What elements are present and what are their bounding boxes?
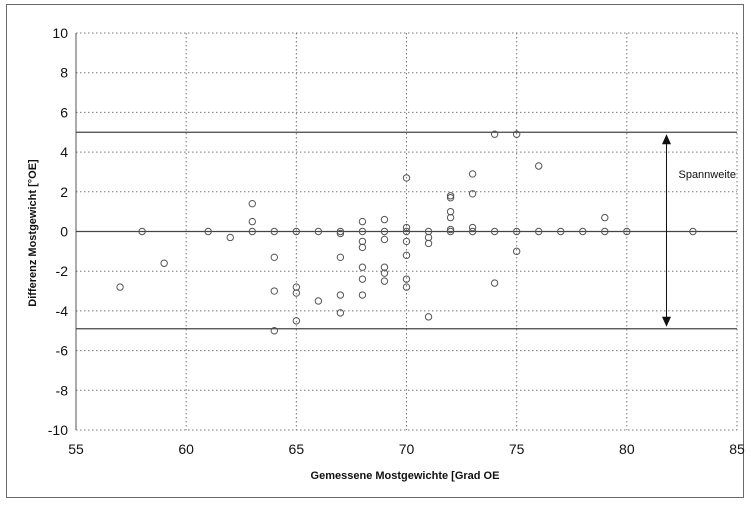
data-point (138, 227, 146, 236)
data-point (358, 227, 367, 236)
data-point (248, 200, 256, 208)
x-tick-label: 55 (68, 441, 84, 457)
data-point (535, 162, 543, 170)
y-tick-label: -10 (48, 422, 68, 438)
data-point (270, 227, 278, 236)
data-point (689, 227, 697, 236)
x-tick-label: 60 (178, 441, 194, 457)
data-point (336, 291, 345, 299)
x-tick-label: 85 (729, 441, 745, 457)
data-point (226, 233, 234, 242)
x-tick-labels: 55 60 65 70 75 80 85 (68, 441, 745, 457)
data-point (204, 227, 212, 236)
arrow-head-down (661, 316, 671, 327)
data-point (380, 215, 389, 224)
data-point (468, 227, 477, 236)
data-point (358, 275, 367, 283)
data-point (424, 313, 433, 321)
data-point (292, 227, 301, 236)
data-point (248, 217, 256, 226)
data-point (402, 283, 411, 291)
data-point (314, 297, 323, 305)
data-point (358, 217, 367, 226)
data-point (248, 227, 256, 236)
y-tick-label: 0 (60, 224, 68, 240)
data-point (468, 170, 477, 178)
y-tick-labels: 10 8 6 4 2 0 -2 -4 -6 -8 -10 (48, 25, 68, 438)
y-axis-title: Differenz Mostgewicht [°OE] (27, 159, 39, 307)
data-point (270, 287, 278, 295)
data-point (358, 243, 367, 252)
y-tick-label: -8 (56, 382, 69, 398)
spannweite-label: Spannweite (678, 169, 736, 181)
chart-frame (6, 4, 744, 498)
data-point (579, 227, 587, 236)
data-point (358, 237, 367, 246)
data-point (380, 269, 389, 277)
data-point (601, 227, 609, 236)
data-point (402, 275, 411, 283)
data-point (402, 174, 411, 182)
data-point (490, 279, 499, 287)
data-point (116, 283, 124, 291)
data-point (270, 327, 278, 335)
x-tick-label: 75 (509, 441, 525, 457)
data-point (446, 192, 455, 200)
y-tick-label: 2 (60, 184, 68, 200)
y-tick-label: 10 (52, 25, 68, 41)
x-tick-label: 65 (289, 441, 305, 457)
data-point (292, 289, 301, 297)
spannweite-annotation: Spannweite (661, 134, 736, 327)
arrow-head-up (661, 134, 671, 145)
data-point (446, 213, 455, 222)
data-point (402, 251, 411, 260)
data-point (314, 227, 323, 236)
data-point (468, 223, 477, 232)
data-point (358, 263, 367, 271)
data-point (336, 253, 345, 262)
data-point (512, 130, 521, 138)
y-tick-label: -2 (56, 263, 69, 279)
y-tick-label: -6 (56, 343, 69, 359)
x-tick-label: 80 (619, 441, 635, 457)
data-point (402, 227, 411, 236)
x-tick-label: 70 (399, 441, 415, 457)
data-point (446, 227, 455, 236)
data-point (512, 227, 521, 236)
data-point (402, 237, 411, 246)
data-point (490, 130, 499, 138)
data-point (446, 225, 455, 234)
data-point (512, 247, 521, 256)
y-tick-label: -4 (56, 303, 69, 319)
y-tick-label: 8 (60, 65, 68, 81)
data-point (336, 229, 345, 238)
data-point (380, 277, 389, 285)
data-point (336, 309, 345, 317)
data-point (601, 213, 609, 222)
data-point (446, 194, 455, 202)
data-point (380, 227, 389, 236)
data-point (402, 223, 411, 232)
y-tick-label: 6 (60, 104, 68, 120)
data-point (557, 227, 565, 236)
reference-lines (76, 131, 737, 330)
data-point (380, 235, 389, 244)
x-axis-title: Gemessene Mostgewichte [Grad OE (311, 470, 500, 482)
data-point (424, 239, 433, 248)
data-point (490, 227, 499, 236)
data-point (160, 259, 168, 267)
data-point (270, 253, 278, 262)
data-point (380, 263, 389, 271)
data-point (535, 227, 543, 236)
data-point (623, 227, 631, 236)
data-point (468, 190, 477, 198)
data-point (336, 227, 345, 236)
data-point (424, 233, 433, 242)
data-point (446, 207, 455, 216)
data-point (358, 291, 367, 299)
data-points (116, 130, 697, 335)
data-point (292, 317, 301, 325)
y-tick-label: 4 (60, 144, 68, 160)
